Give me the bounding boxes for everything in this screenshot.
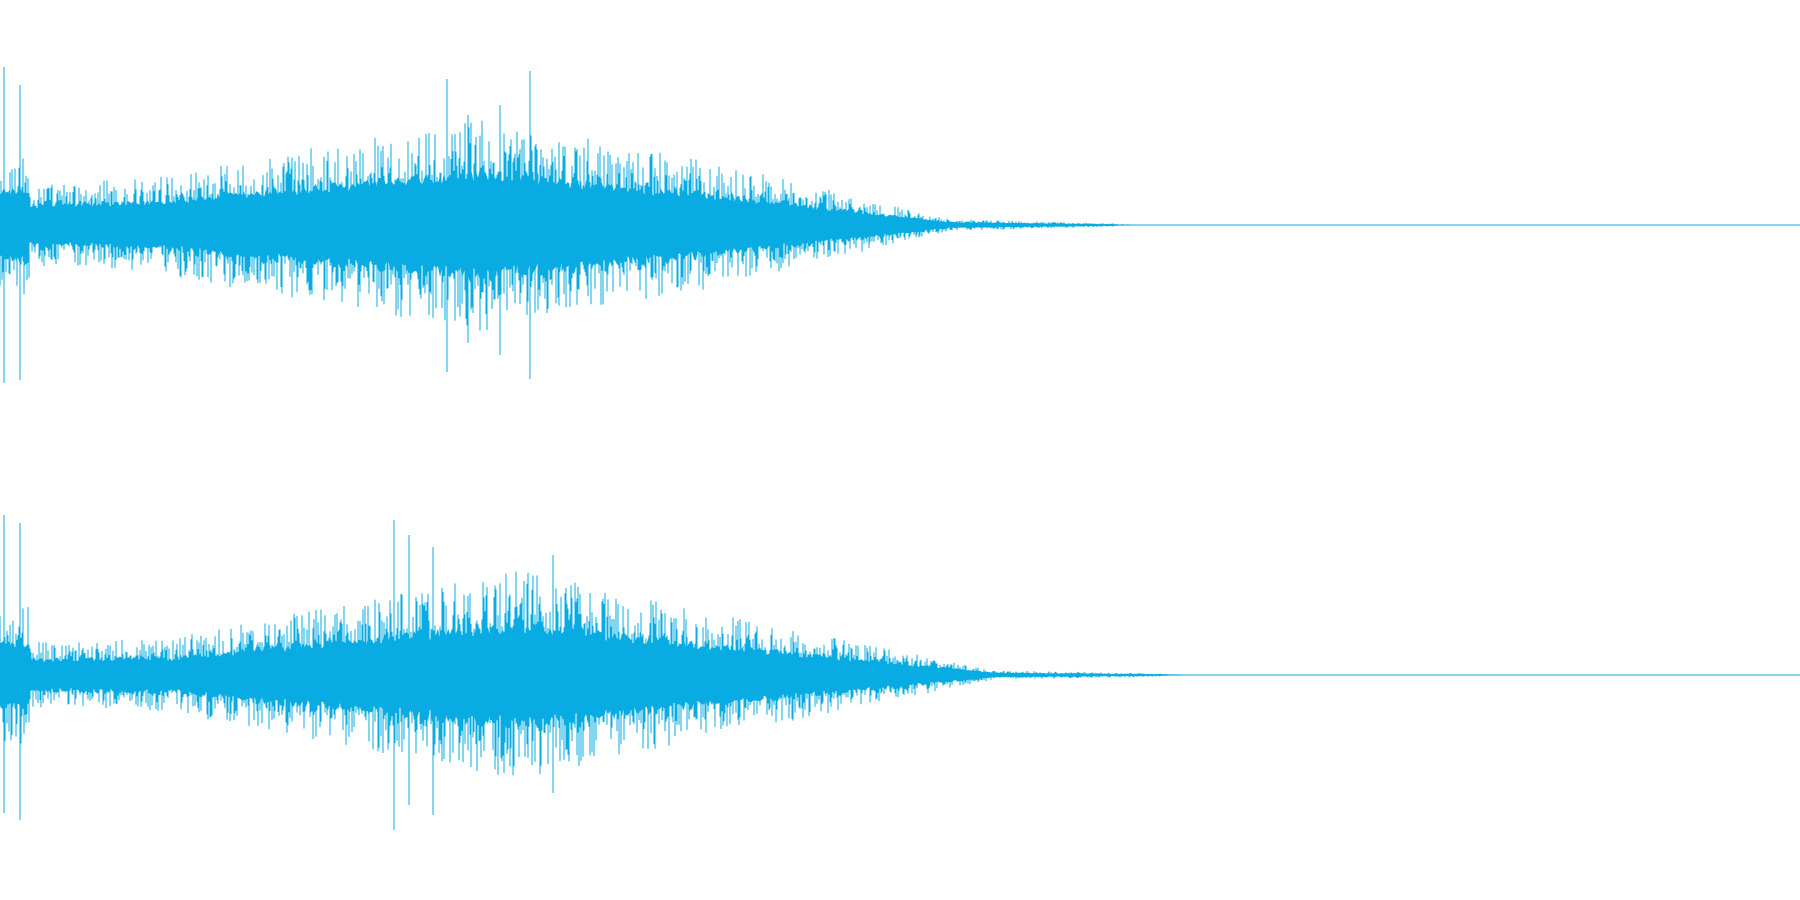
waveform-peaks bbox=[0, 515, 1167, 830]
waveform-channel-1 bbox=[0, 67, 1800, 383]
waveform-channel-2 bbox=[0, 515, 1800, 830]
